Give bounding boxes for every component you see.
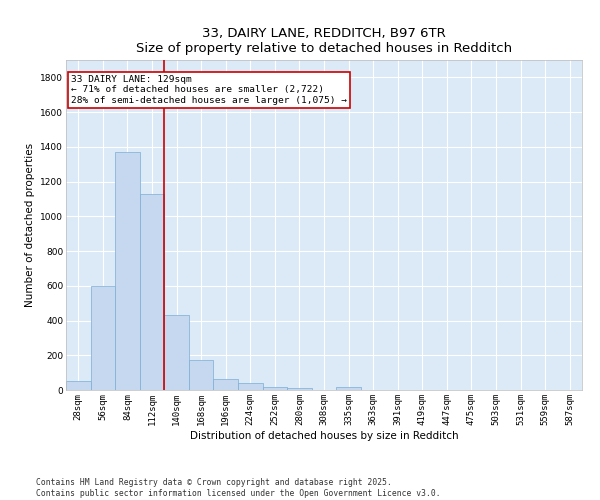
Bar [91, 286, 115, 390]
Bar [263, 388, 287, 390]
Bar [189, 360, 214, 390]
Bar [115, 152, 140, 390]
Bar [140, 194, 164, 390]
Bar [238, 383, 263, 390]
X-axis label: Distribution of detached houses by size in Redditch: Distribution of detached houses by size … [190, 430, 458, 440]
Bar [287, 388, 312, 390]
Title: 33, DAIRY LANE, REDDITCH, B97 6TR
Size of property relative to detached houses i: 33, DAIRY LANE, REDDITCH, B97 6TR Size o… [136, 26, 512, 54]
Bar [214, 378, 238, 390]
Bar [336, 388, 361, 390]
Bar [66, 382, 91, 390]
Text: 33 DAIRY LANE: 129sqm
← 71% of detached houses are smaller (2,722)
28% of semi-d: 33 DAIRY LANE: 129sqm ← 71% of detached … [71, 75, 347, 104]
Y-axis label: Number of detached properties: Number of detached properties [25, 143, 35, 307]
Bar [164, 316, 189, 390]
Text: Contains HM Land Registry data © Crown copyright and database right 2025.
Contai: Contains HM Land Registry data © Crown c… [36, 478, 440, 498]
